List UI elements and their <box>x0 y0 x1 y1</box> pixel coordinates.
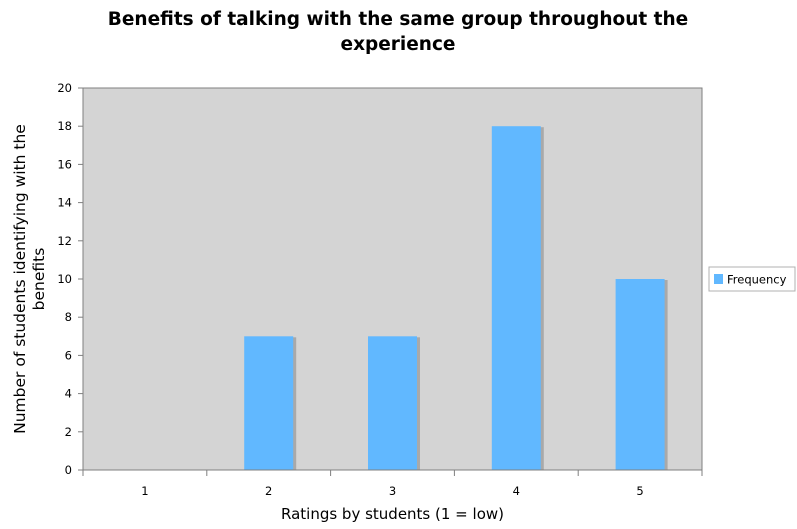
y-tick-label: 10 <box>57 272 72 286</box>
x-tick-label: 2 <box>265 484 272 498</box>
x-tick-label: 5 <box>636 484 643 498</box>
legend: Frequency <box>708 266 796 292</box>
y-tick-label: 20 <box>57 81 72 95</box>
y-tick-label: 16 <box>57 157 72 171</box>
y-tick-label: 8 <box>65 310 72 324</box>
y-tick-label: 12 <box>57 234 72 248</box>
legend-box <box>708 266 796 292</box>
bar-category-3 <box>368 336 417 470</box>
legend-label: Frequency <box>727 273 787 287</box>
x-axis-label: Ratings by students (1 = low) <box>281 505 504 523</box>
y-axis: 0 2 4 6 8 10 12 14 16 18 20 <box>57 81 84 477</box>
x-tick-label: 3 <box>389 484 396 498</box>
y-tick-label: 18 <box>57 119 72 133</box>
x-tick-label: 4 <box>513 484 520 498</box>
x-axis: 1 2 3 4 5 <box>82 469 703 498</box>
bar-category-5 <box>615 279 665 470</box>
legend-swatch <box>714 274 723 284</box>
bars <box>244 126 668 470</box>
chart-title: Benefits of talking with the same group … <box>108 9 688 55</box>
y-axis-label-line: benefits <box>30 248 48 311</box>
y-tick-label: 14 <box>57 196 72 210</box>
y-tick-label: 6 <box>65 348 72 362</box>
y-axis-label-line: Number of students identifying with the <box>11 124 29 434</box>
x-tick-label: 1 <box>141 484 148 498</box>
chart-title-line: experience <box>341 34 456 55</box>
bar-category-4 <box>491 126 541 470</box>
chart-title-line: Benefits of talking with the same group … <box>108 9 688 30</box>
y-tick-label: 2 <box>65 425 72 439</box>
bar-category-2 <box>244 336 294 470</box>
y-tick-label: 0 <box>65 463 72 477</box>
y-tick-label: 4 <box>65 387 72 401</box>
y-axis-label: Number of students identifying with the b… <box>11 124 48 434</box>
